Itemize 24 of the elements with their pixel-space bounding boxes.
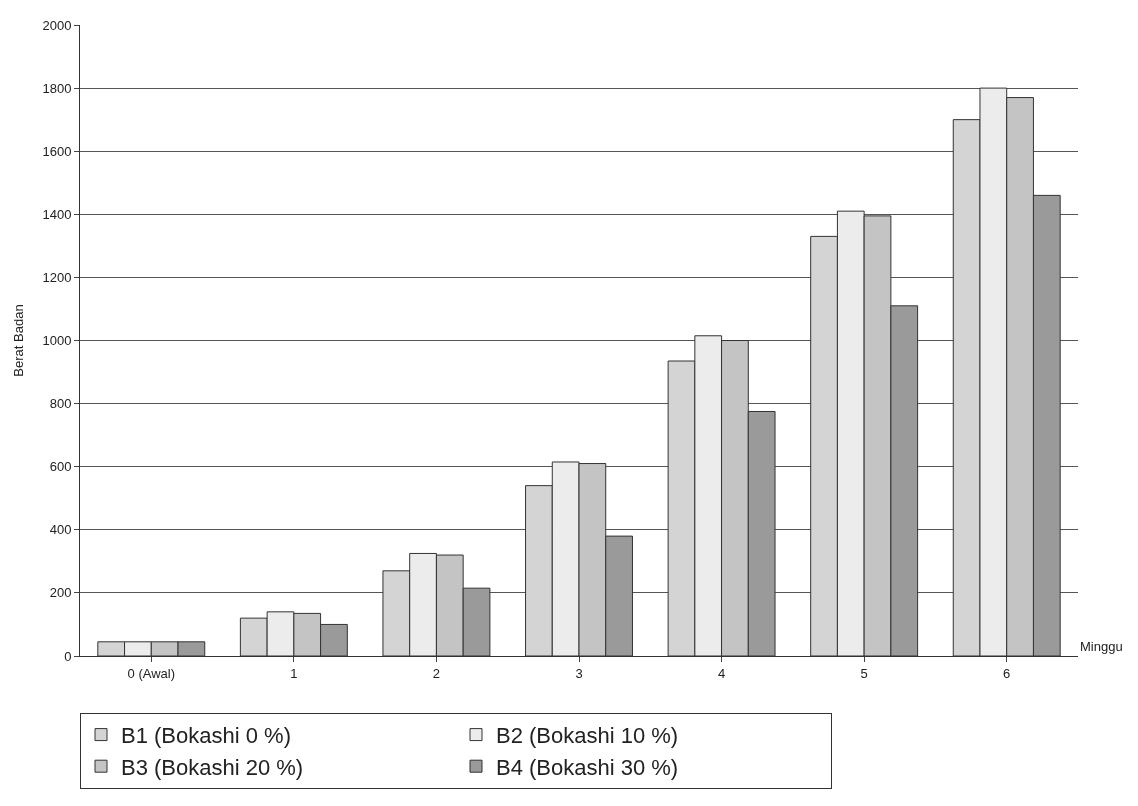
y-tick-label: 1400 — [42, 206, 72, 222]
y-tick-label: 600 — [49, 459, 72, 475]
legend-label: B2 (Bokashi 10 %) — [496, 723, 679, 749]
legend-label: B4 (Bokashi 30 %) — [496, 754, 679, 780]
x-axis-title: Minggu — [1080, 639, 1123, 654]
legend-label: B1 (Bokashi 0 %) — [121, 723, 291, 749]
x-tick-label: 2 — [432, 665, 441, 681]
y-tick-label: 2000 — [42, 17, 72, 33]
y-axis-title: Berat Badan — [11, 304, 27, 377]
x-tick-label: 1 — [290, 665, 298, 681]
y-tick-label: 800 — [49, 396, 72, 412]
y-tick-label: 1200 — [42, 269, 72, 285]
x-tick-label: 5 — [860, 665, 868, 681]
y-tick-label: 0 — [64, 648, 72, 664]
x-tick-label: 6 — [1003, 665, 1011, 681]
y-tick-label: 1800 — [42, 80, 72, 96]
x-tick-label: 4 — [717, 665, 726, 681]
y-tick-label: 400 — [49, 522, 72, 538]
legend-label: B3 (Bokashi 20 %) — [121, 754, 304, 780]
y-tick-label: 1000 — [42, 333, 72, 349]
y-tick-label: 1600 — [42, 143, 72, 159]
x-tick-label: 3 — [575, 665, 583, 681]
x-tick-label: 0 (Awal) — [127, 665, 176, 681]
y-tick-label: 200 — [49, 585, 72, 601]
